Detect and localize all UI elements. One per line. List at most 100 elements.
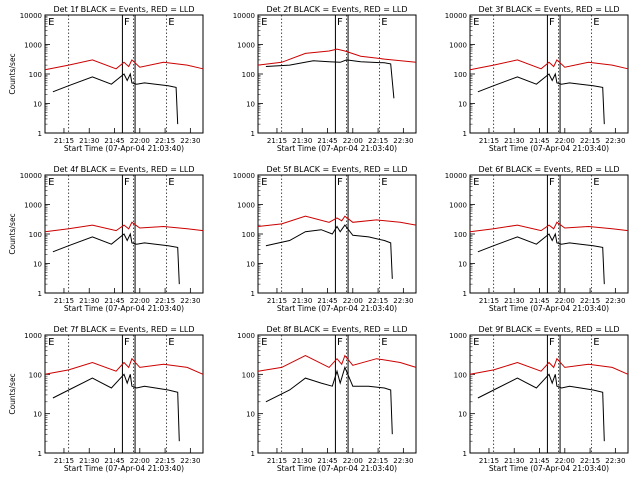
x-tick-label: 22:15 (155, 137, 175, 145)
interval-marker-e: E (261, 337, 267, 348)
f-interval-box (334, 14, 349, 134)
chart-title: Det 5f BLACK = Events, RED = LLD (266, 165, 407, 174)
interval-marker-e: E (168, 17, 174, 28)
x-tick-label: 22:00 (343, 137, 363, 145)
y-tick-label: 1000 (24, 332, 42, 340)
y-axis-label: Counts/sec (8, 373, 17, 414)
series-line-events (52, 373, 180, 442)
x-tick-label: 22:15 (368, 297, 388, 305)
x-tick-label: 21:15 (479, 297, 499, 305)
y-tick-label: 100 (454, 71, 467, 79)
x-tick-label: 22:00 (130, 297, 150, 305)
f-interval-box (546, 174, 561, 294)
y-tick-label: 1 (38, 130, 42, 138)
x-tick-label: 21:45 (529, 137, 549, 145)
interval-marker-f: F (124, 17, 130, 28)
y-tick-label: 1 (463, 450, 467, 458)
y-tick-label: 100 (29, 231, 42, 239)
interval-marker-f: F (549, 17, 555, 28)
x-tick-label: 22:00 (130, 137, 150, 145)
y-tick-label: 1000 (237, 332, 255, 340)
y-tick-label: 1000 (449, 202, 467, 210)
x-tick-label: 21:30 (292, 137, 312, 145)
y-tick-label: 100 (242, 371, 255, 379)
x-tick-label: 22:30 (180, 137, 200, 145)
y-tick-label: 100 (29, 371, 42, 379)
x-tick-label: 22:30 (393, 137, 413, 145)
chart-panel-8: Det 8f BLACK = Events, RED = LLD 1 10 100 10… (237, 325, 417, 473)
interval-marker-e: E (168, 337, 174, 348)
f-interval-box (121, 14, 136, 134)
series-line-events (477, 72, 605, 125)
chart-panel-4: Det 4f BLACK = Events, RED = LLD 1 10 100 10… (8, 165, 204, 313)
series-line-lld (469, 357, 629, 375)
y-tick-label: 10000 (233, 172, 255, 180)
x-tick-label: 21:30 (79, 137, 99, 145)
y-tick-label: 1000 (449, 42, 467, 50)
x-tick-label: 22:30 (605, 297, 625, 305)
x-axis-label: Start Time (07-Apr-04 21:03:40) (489, 464, 609, 473)
y-tick-label: 10 (33, 101, 42, 109)
y-tick-label: 1 (38, 450, 42, 458)
x-tick-label: 22:00 (555, 297, 575, 305)
y-tick-label: 10 (33, 261, 42, 269)
x-tick-label: 21:30 (292, 457, 312, 465)
y-tick-label: 1000 (237, 202, 255, 210)
y-tick-label: 100 (242, 231, 255, 239)
y-tick-label: 100 (454, 231, 467, 239)
x-tick-label: 21:30 (504, 457, 524, 465)
interval-marker-e: E (593, 177, 599, 188)
y-tick-label: 1000 (24, 42, 42, 50)
x-tick-label: 21:45 (529, 457, 549, 465)
interval-marker-e: E (593, 337, 599, 348)
x-tick-label: 21:15 (267, 137, 287, 145)
x-tick-label: 22:15 (155, 297, 175, 305)
y-tick-label: 1 (251, 290, 255, 298)
interval-marker-e: E (261, 17, 267, 28)
f-interval-box (334, 174, 349, 294)
series-line-lld (257, 215, 417, 227)
f-interval-box (546, 334, 561, 454)
chart-title: Det 3f BLACK = Events, RED = LLD (478, 5, 619, 14)
x-tick-label: 21:15 (54, 297, 74, 305)
series-line-lld (44, 357, 204, 375)
y-tick-label: 1 (463, 130, 467, 138)
series-line-events (477, 373, 605, 442)
y-tick-label: 10000 (20, 172, 42, 180)
series-line-events (265, 59, 395, 99)
series-line-lld (44, 221, 204, 233)
x-tick-label: 21:30 (504, 137, 524, 145)
y-tick-label: 10000 (233, 12, 255, 20)
chart-title: Det 7f BLACK = Events, RED = LLD (53, 325, 194, 334)
x-tick-label: 21:45 (317, 137, 337, 145)
chart-panel-3: Det 3f BLACK = Events, RED = LLD 1 10 100 10… (445, 5, 629, 153)
interval-marker-e: E (381, 337, 387, 348)
x-tick-label: 21:45 (529, 297, 549, 305)
f-interval-box (334, 334, 349, 454)
interval-marker-e: E (593, 17, 599, 28)
x-tick-label: 21:30 (504, 297, 524, 305)
x-tick-label: 22:00 (555, 137, 575, 145)
series-line-lld (469, 221, 629, 233)
x-tick-label: 21:15 (267, 297, 287, 305)
interval-marker-e: E (48, 177, 54, 188)
chart-title: Det 6f BLACK = Events, RED = LLD (478, 165, 619, 174)
x-axis-label: Start Time (07-Apr-04 21:03:40) (64, 304, 184, 313)
x-tick-label: 22:00 (130, 457, 150, 465)
x-tick-label: 22:15 (155, 457, 175, 465)
series-line-events (52, 72, 179, 125)
x-tick-label: 22:15 (368, 137, 388, 145)
interval-marker-f: F (549, 177, 555, 188)
y-tick-label: 100 (29, 71, 42, 79)
x-tick-label: 21:30 (79, 297, 99, 305)
x-axis-label: Start Time (07-Apr-04 21:03:40) (489, 144, 609, 153)
y-tick-label: 1 (251, 450, 255, 458)
interval-marker-e: E (473, 177, 479, 188)
x-tick-label: 22:30 (605, 457, 625, 465)
interval-marker-e: E (381, 177, 387, 188)
x-tick-label: 21:15 (479, 457, 499, 465)
x-tick-label: 21:30 (292, 297, 312, 305)
chart-title: Det 1f BLACK = Events, RED = LLD (53, 5, 194, 14)
interval-marker-e: E (48, 337, 54, 348)
x-tick-label: 22:30 (605, 137, 625, 145)
